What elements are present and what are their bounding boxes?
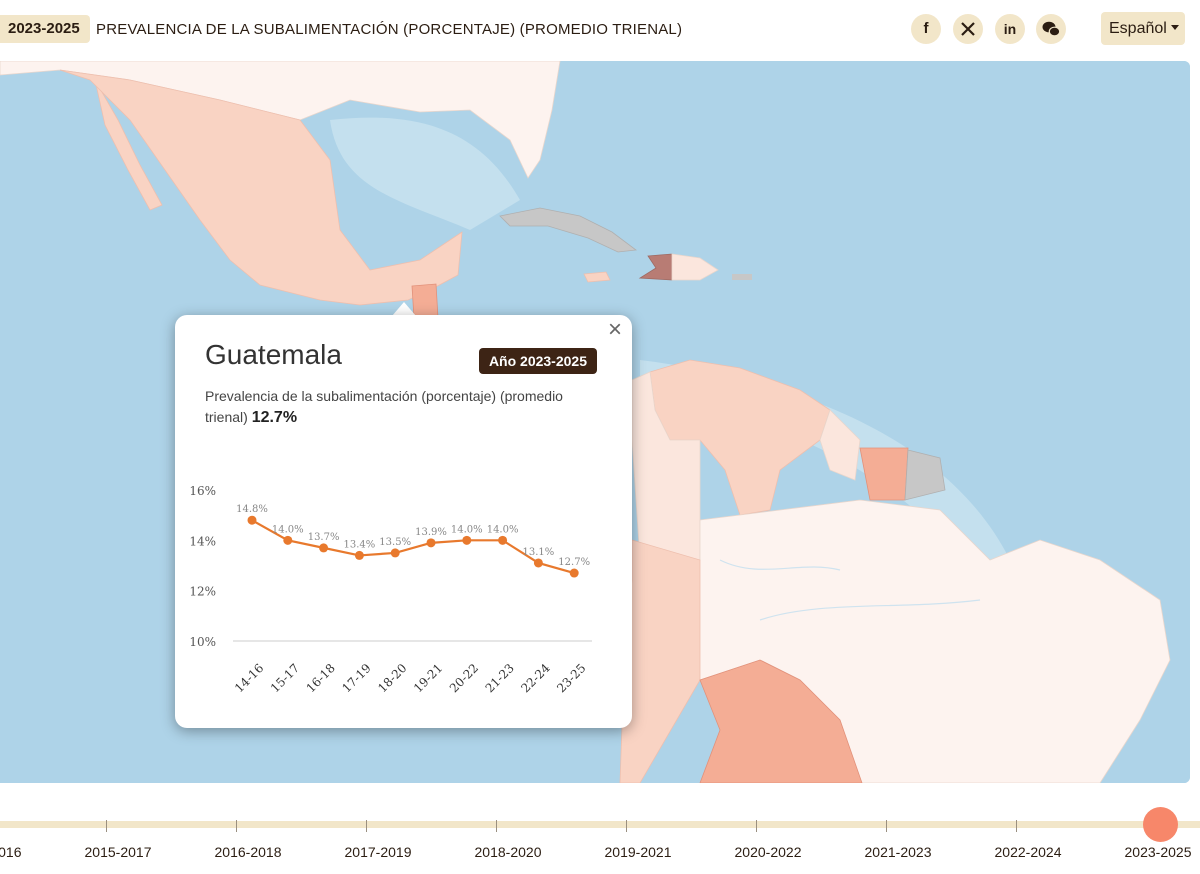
data-label: 13.5% [379,537,411,548]
timeline-label[interactable]: 2016-2018 [214,844,282,860]
language-dropdown[interactable]: Español [1101,12,1185,45]
region-baja-california[interactable] [94,79,163,211]
x-tick-label: 15-17 [268,661,302,695]
region-guyana[interactable] [819,409,861,481]
popup-year-badge: Año 2023-2025 [478,348,597,374]
linkedin-icon[interactable]: in [995,14,1025,44]
data-label: 12.7% [558,557,590,568]
wechat-icon[interactable] [1036,14,1066,44]
popup-description-text: Prevalencia de la subalimentación (porce… [205,388,563,425]
timeline-label[interactable]: 2022-2024 [994,844,1062,860]
x-tick-label: 16-18 [304,661,338,695]
y-tick-label: 10% [189,635,216,649]
data-point [426,538,436,548]
data-label: 13.7% [308,532,340,543]
region-cuba[interactable] [499,207,638,253]
indicator-title: PREVALENCIA DE LA SUBALIMENTACIÓN (PORCE… [96,21,683,38]
timeline-tick [366,820,367,832]
y-tick-label: 14% [189,534,216,548]
timeline-tick [1016,820,1017,832]
country-popup: × Guatemala Año 2023-2025 Prevalencia de… [175,315,632,728]
region-haiti[interactable] [638,253,673,281]
timeline-label[interactable]: 2023-2025 [1124,844,1192,860]
x-tick-label: 17-19 [339,661,373,695]
region-colombia[interactable] [631,371,701,591]
data-label: 14.0% [451,524,483,535]
data-label: 14.8% [236,504,268,515]
x-tick-label: 18-20 [375,661,409,695]
popup-country-name: Guatemala [205,339,342,370]
data-point [498,535,508,545]
data-point [533,558,543,568]
data-label: 13.1% [523,547,555,558]
x-tick-label: 23-25 [554,661,588,695]
x-tick-label: 21-23 [483,661,517,695]
x-tick-label: 22-24 [518,661,553,696]
x-icon[interactable] [953,14,983,44]
timeline-label[interactable]: 2020-2022 [734,844,802,860]
trend-line-chart: 10% 12% 14% 16% 14.8% 14.0% 13.7% 13.4% 13.5% 13.… [189,484,592,696]
header-bar: 2023-2025 PREVALENCIA DE LA SUBALIMENTAC… [0,0,1200,60]
timeline-tick [106,820,107,832]
data-point [462,535,472,545]
timeline-handle[interactable] [1143,807,1178,842]
x-tick-label: 20-22 [447,661,481,695]
data-point [247,515,257,525]
timeline-track[interactable] [0,821,1200,828]
popup-value: 12.7% [251,409,298,426]
data-point [354,550,364,560]
timeline-label[interactable]: 2019-2021 [604,844,672,860]
popup-pointer [392,302,416,316]
data-point [283,535,293,545]
year-badge: 2023-2025 [0,15,90,43]
facebook-icon[interactable]: f [911,14,941,44]
language-label: Español [1109,20,1167,37]
data-label: 13.4% [344,539,376,550]
timeline[interactable]: 2014-2016 2015-2017 2016-2018 2017-2019 2018… [0,790,1200,874]
region-dominican-republic[interactable] [671,253,719,281]
x-tick-label: 14-16 [232,661,266,695]
data-point [390,548,400,558]
caret-down-icon [1170,25,1179,30]
data-point [319,543,329,553]
timeline-label[interactable]: 2017-2019 [344,844,412,860]
series-line [251,519,575,575]
close-icon[interactable]: × [607,316,622,343]
y-tick-label: 12% [189,585,216,599]
data-label: 13.9% [415,527,447,538]
region-jamaica[interactable] [583,271,611,283]
region-puerto-rico[interactable] [732,274,752,280]
region-french-guiana[interactable] [904,449,946,501]
timeline-tick [236,820,237,832]
timeline-label[interactable]: 2021-2023 [864,844,932,860]
timeline-label[interactable]: 2018-2020 [474,844,542,860]
x-tick-label: 19-21 [411,661,445,695]
region-bolivia[interactable] [699,659,863,783]
y-tick-label: 16% [189,484,216,498]
region-mexico[interactable] [59,69,463,306]
timeline-tick [626,820,627,832]
popup-description: Prevalencia de la subalimentación (porce… [205,386,585,428]
timeline-tick [496,820,497,832]
timeline-tick [886,820,887,832]
data-point [569,568,579,578]
timeline-tick [756,820,757,832]
timeline-label[interactable]: 2015-2017 [84,844,152,860]
data-label: 14.0% [272,524,304,535]
data-label: 14.0% [487,524,519,535]
timeline-label[interactable]: 2014-2016 [0,844,22,860]
